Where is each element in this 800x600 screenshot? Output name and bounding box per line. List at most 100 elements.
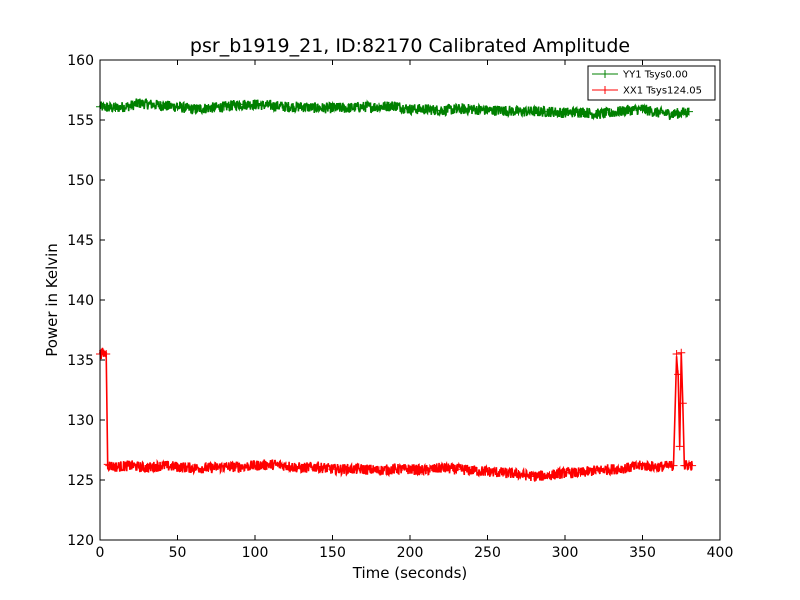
plot-background [100, 60, 720, 540]
legend-marker-xx1 [601, 86, 609, 94]
data-point [483, 467, 492, 476]
legend: YY1 Tsys0.00 XX1 Tsys124.05 [587, 65, 716, 101]
data-point [142, 464, 151, 472]
data-point [545, 107, 554, 116]
series-yy1 [96, 98, 693, 121]
data-point [545, 471, 554, 480]
data-point [576, 468, 585, 477]
data-point [390, 465, 399, 474]
data-point [251, 100, 259, 109]
data-point [102, 350, 111, 358]
data-point [189, 464, 197, 472]
data-point [437, 464, 445, 472]
data-point [688, 461, 697, 470]
data-point [623, 106, 631, 115]
data-point [204, 104, 213, 112]
data-point [282, 461, 290, 470]
plot-area [96, 59, 721, 541]
data-point [674, 370, 683, 379]
data-point [235, 100, 244, 109]
data-point [654, 108, 662, 117]
x-tick-label: 50 [169, 545, 187, 561]
data-point [103, 460, 112, 469]
data-point [638, 461, 647, 470]
data-point [158, 461, 166, 470]
data-point [483, 106, 492, 115]
data-point [638, 105, 647, 114]
legend-box [587, 65, 716, 101]
x-tick-label: 150 [319, 545, 346, 561]
data-point [173, 102, 182, 111]
data-point [607, 108, 616, 117]
data-point [576, 107, 585, 116]
data-point [669, 461, 678, 470]
data-point [675, 442, 684, 451]
data-point [530, 472, 538, 481]
legend-label-yy1: YY1 Tsys0.00 [622, 70, 688, 81]
data-point [297, 464, 306, 472]
data-point [359, 102, 368, 111]
data-point [105, 461, 114, 470]
data-point [499, 106, 507, 115]
data-point [251, 461, 259, 470]
x-axis: 0 50 100 150 200 250 300 350 400 [96, 60, 734, 561]
data-point [328, 104, 337, 112]
y-axis: 120 125 130 135 140 145 150 155 160 [67, 53, 720, 549]
legend-entry-yy1: YY1 Tsys0.00 [592, 70, 688, 81]
data-point [313, 462, 321, 471]
x-tick-label: 200 [397, 545, 424, 561]
y-tick-label: 125 [67, 473, 94, 489]
y-tick-label: 160 [67, 53, 94, 69]
data-point [499, 468, 507, 477]
data-point [266, 460, 275, 469]
data-point [127, 101, 135, 110]
data-point [654, 462, 662, 471]
data-point [235, 462, 244, 471]
series-line [99, 347, 693, 482]
chart-title: psr_b1919_21, ID:82170 Calibrated Amplit… [190, 35, 630, 57]
series-xx1 [96, 347, 697, 482]
data-point [561, 468, 569, 477]
series-layer [96, 98, 697, 482]
data-point [134, 99, 143, 108]
data-point [678, 399, 687, 408]
y-tick-label: 155 [67, 113, 94, 129]
y-tick-label: 150 [67, 173, 94, 189]
data-point [158, 101, 166, 110]
data-point [189, 105, 197, 114]
data-point [406, 105, 414, 114]
x-tick-label: 0 [96, 545, 105, 561]
data-point [220, 462, 228, 471]
data-point [204, 464, 213, 472]
data-point [297, 102, 306, 111]
data-point [127, 461, 135, 470]
y-tick-label: 145 [67, 233, 94, 249]
x-tick-label: 250 [474, 545, 501, 561]
y-axis-label: Power in Kelvin [43, 243, 61, 357]
data-point [623, 464, 631, 472]
data-point [530, 107, 538, 116]
x-tick-label: 300 [552, 545, 579, 561]
data-point [328, 465, 337, 474]
y-tick-label: 130 [67, 413, 94, 429]
data-point [173, 462, 182, 471]
data-point [669, 110, 678, 118]
data-point [421, 466, 430, 475]
data-point [111, 462, 120, 471]
data-point [468, 105, 476, 114]
data-point [406, 465, 414, 474]
data-point [468, 466, 476, 475]
legend-entry-xx1: XX1 Tsys124.05 [592, 86, 702, 97]
data-point [685, 107, 693, 116]
data-point [375, 102, 383, 111]
x-tick-label: 400 [707, 545, 734, 561]
data-point [359, 465, 368, 474]
y-tick-label: 135 [67, 353, 94, 369]
data-point [266, 101, 275, 110]
data-point [592, 110, 600, 118]
data-point [452, 105, 461, 114]
data-point [592, 466, 600, 475]
data-point [677, 348, 686, 357]
data-point [452, 465, 461, 474]
x-axis-label: Time (seconds) [352, 564, 468, 582]
